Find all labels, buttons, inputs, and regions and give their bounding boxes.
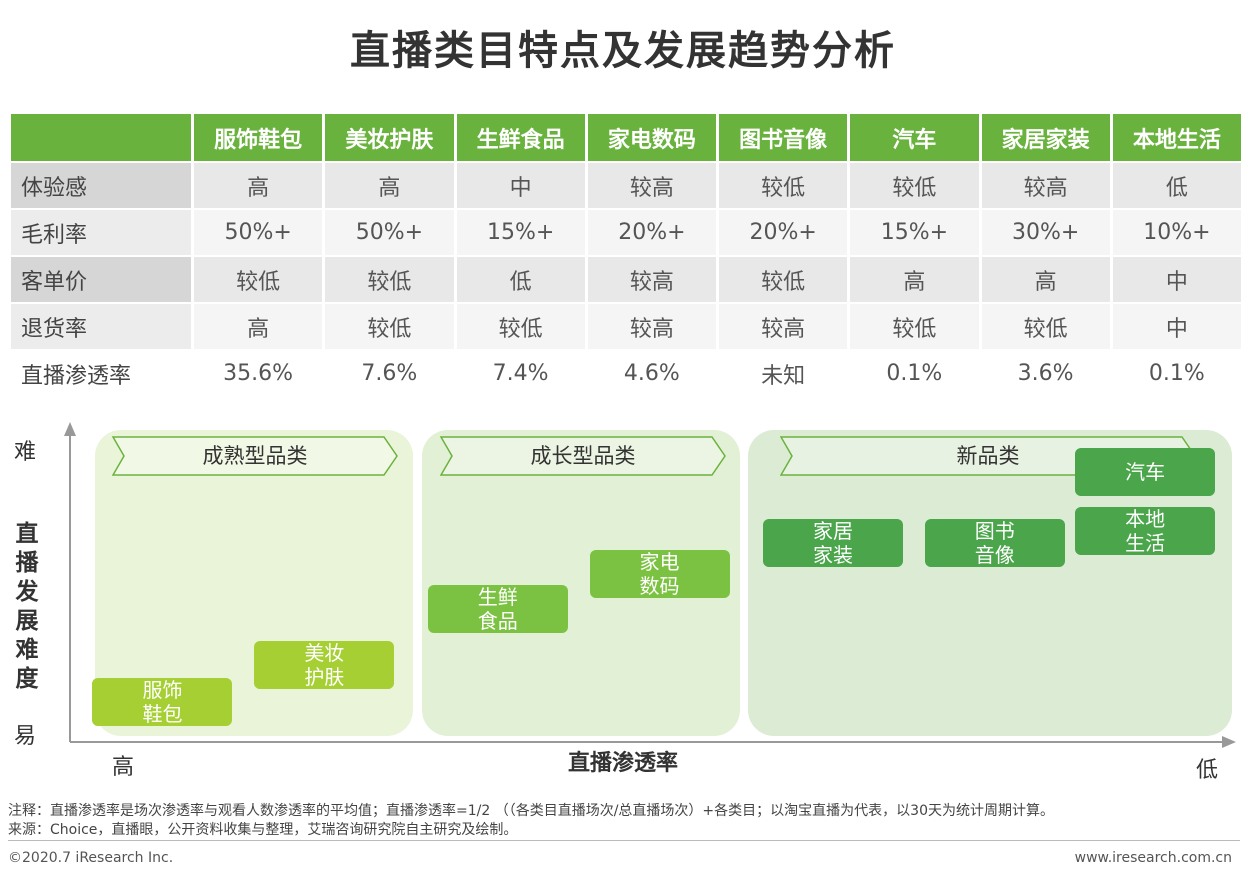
table-cell: 高 [194, 163, 323, 208]
row-label: 退货率 [11, 304, 191, 349]
x-axis-low-label: 低 [1196, 758, 1219, 783]
table-cell: 较低 [456, 304, 585, 349]
category-box: 服饰 鞋包 [92, 678, 233, 727]
table-cell: 较低 [325, 304, 454, 349]
table-cell: 中 [1112, 304, 1241, 349]
footnote: 注释：直播渗透率是场次渗透率与观看人数渗透率的平均值；直播渗透率=1/2 （（各… [8, 803, 1054, 819]
table-row: 毛利率 50%+ 50%+ 15%+ 20%+ 20%+ 15%+ 30%+ 10%+ [11, 210, 1241, 255]
divider [8, 840, 1240, 841]
table-cell: 高 [325, 163, 454, 208]
table-cell: 较低 [850, 163, 979, 208]
table-row: 客单价 较低 较低低较高 较低高高中 [11, 257, 1241, 302]
category-box: 家电 数码 [589, 550, 730, 599]
column-header: 图书音像 [719, 114, 848, 161]
table-row: 体验感高高中较高 较低 较低 较高低 [11, 163, 1241, 208]
table-header-row: 服饰鞋包 美妆护肤 生鲜食品 家电数码 图书音像 汽车 家居家装 本地生活 [11, 114, 1241, 161]
category-box: 生鲜 食品 [427, 584, 568, 633]
table-row: 直播渗透率 35.6% 7.6% 7.4% 4.6% 未知 0.1% 3.6% 0.1% [11, 351, 1241, 396]
column-header: 服饰鞋包 [194, 114, 323, 161]
zone-header: 成熟型品类 [112, 436, 398, 476]
table-cell: 较低 [719, 257, 848, 302]
table-cell: 较低 [850, 304, 979, 349]
zone-label: 成长型品类 [530, 444, 636, 468]
table-row: 退货率高较低 较低 较高 较高 较低 较低中 [11, 304, 1241, 349]
table-cell: 高 [850, 257, 979, 302]
zone-label: 成熟型品类 [202, 444, 308, 468]
table-cell: 较高 [587, 163, 716, 208]
table-cell: 50%+ [325, 210, 454, 255]
table-cell: 15%+ [850, 210, 979, 255]
table-cell: 0.1% [850, 351, 979, 396]
table-cell: 较高 [981, 163, 1110, 208]
table-cell: 20%+ [587, 210, 716, 255]
category-box: 汽车 [1075, 447, 1216, 496]
row-label: 客单价 [11, 257, 191, 302]
table-cell: 未知 [719, 351, 848, 396]
zone-label: 新品类 [956, 444, 1020, 468]
y-axis-low-label: 易 [14, 724, 37, 749]
table-cell: 0.1% [1112, 351, 1241, 396]
y-axis-title: 直播发展难度 [15, 521, 39, 692]
table-cell: 7.6% [325, 351, 454, 396]
table-cell: 20%+ [719, 210, 848, 255]
table-cell: 较低 [719, 163, 848, 208]
source-note: 来源：Choice，直播眼，公开资料收集与整理，艾瑞咨询研究院自主研究及绘制。 [8, 822, 518, 838]
row-label: 直播渗透率 [11, 351, 191, 396]
x-axis-title: 直播渗透率 [567, 751, 678, 776]
column-header: 汽车 [850, 114, 979, 161]
page-title: 直播类目特点及发展趋势分析 [350, 28, 896, 74]
row-label: 毛利率 [11, 210, 191, 255]
table-cell: 低 [456, 257, 585, 302]
table-cell: 高 [194, 304, 323, 349]
table-cell: 7.4% [456, 351, 585, 396]
category-box: 本地 生活 [1075, 506, 1216, 555]
table-cell: 中 [456, 163, 585, 208]
copyright: ©2020.7 iResearch Inc. [8, 850, 174, 866]
table-corner [11, 114, 191, 161]
category-table: 服饰鞋包 美妆护肤 生鲜食品 家电数码 图书音像 汽车 家居家装 本地生活 体验… [8, 112, 1244, 398]
row-label: 体验感 [11, 163, 191, 208]
table-cell: 较高 [719, 304, 848, 349]
column-header: 家电数码 [587, 114, 716, 161]
table-cell: 低 [1112, 163, 1241, 208]
table-cell: 10%+ [1112, 210, 1241, 255]
table-cell: 较低 [194, 257, 323, 302]
table-cell: 30%+ [981, 210, 1110, 255]
category-box: 图书 音像 [924, 519, 1065, 568]
column-header: 生鲜食品 [456, 114, 585, 161]
table-cell: 较低 [981, 304, 1110, 349]
x-axis-high-label: 高 [112, 755, 135, 780]
table-cell: 中 [1112, 257, 1241, 302]
table-cell: 高 [981, 257, 1110, 302]
table-cell: 3.6% [981, 351, 1110, 396]
column-header: 本地生活 [1112, 114, 1241, 161]
column-header: 家居家装 [981, 114, 1110, 161]
category-box: 美妆 护肤 [254, 640, 395, 689]
y-axis-high-label: 难 [14, 440, 37, 465]
table-cell: 较高 [587, 257, 716, 302]
website: www.iresearch.com.cn [1074, 850, 1232, 866]
table-cell: 较高 [587, 304, 716, 349]
zone-header: 成长型品类 [440, 436, 726, 476]
table-cell: 较低 [325, 257, 454, 302]
table-cell: 4.6% [587, 351, 716, 396]
table-cell: 35.6% [194, 351, 323, 396]
column-header: 美妆护肤 [325, 114, 454, 161]
table-cell: 15%+ [456, 210, 585, 255]
table-cell: 50%+ [194, 210, 323, 255]
category-box: 家居 家装 [762, 519, 903, 568]
